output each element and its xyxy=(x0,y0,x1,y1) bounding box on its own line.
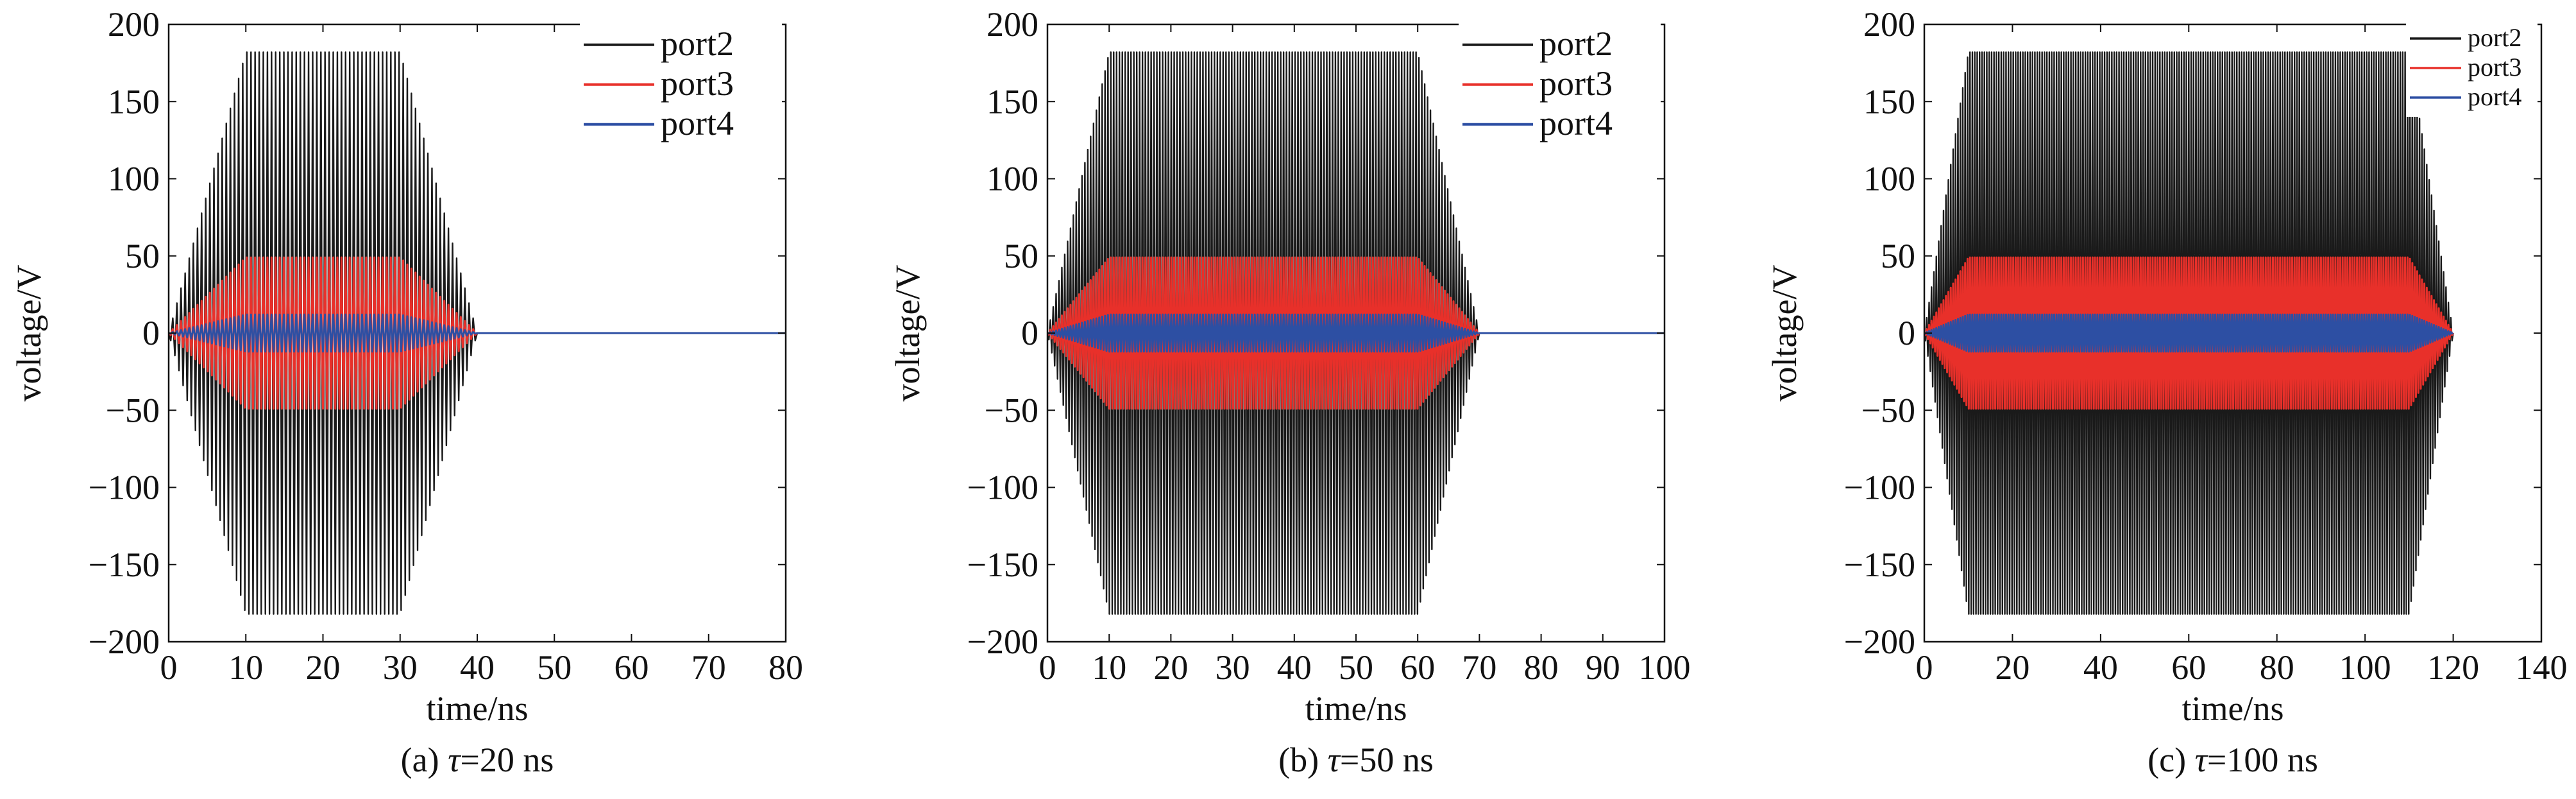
x-tick-label: 90 xyxy=(1586,648,1620,687)
y-tick-label: −150 xyxy=(1844,546,1915,584)
legend-label-port4: port4 xyxy=(1539,104,1613,142)
x-tick-label: 100 xyxy=(1639,648,1691,687)
series-port2-line xyxy=(1924,51,2454,615)
x-tick-label: 40 xyxy=(2083,648,2118,687)
legend-label-port4: port4 xyxy=(661,104,734,142)
y-tick-label: 100 xyxy=(108,160,160,198)
x-axis-label: time/ns xyxy=(2182,689,2284,728)
chart-panel-3: 0 20 40 60 80 100 120 140 −200 −150 −100 −50 0 50 100 1… xyxy=(1765,5,2568,779)
y-tick-label: −150 xyxy=(967,546,1038,584)
x-tick-label: 0 xyxy=(160,648,178,687)
x-tick-label: 50 xyxy=(1339,648,1373,687)
plot-area xyxy=(1924,51,2454,615)
y-tick-label: −200 xyxy=(1844,623,1915,661)
series-port4-line xyxy=(169,313,786,353)
y-tick-label: −200 xyxy=(967,623,1038,661)
caption-suffix: =20 ns xyxy=(460,741,554,779)
plot-area xyxy=(1047,51,1665,615)
x-tick-label: 80 xyxy=(2260,648,2294,687)
x-tick-label: 60 xyxy=(1400,648,1435,687)
x-tick-label: 30 xyxy=(383,648,418,687)
y-tick-label: 50 xyxy=(125,237,160,275)
y-tick-label: 150 xyxy=(108,82,160,121)
caption-suffix: =100 ns xyxy=(2207,741,2318,779)
x-tick-label: 50 xyxy=(537,648,572,687)
series-port3-line xyxy=(1924,256,2454,410)
caption-prefix: (a) xyxy=(401,741,448,779)
legend-label-port3: port3 xyxy=(661,64,734,103)
x-tick-label: 60 xyxy=(614,648,649,687)
legend-label-port2: port2 xyxy=(2468,23,2521,52)
y-tick-label: 200 xyxy=(108,5,160,44)
x-tick-label: 70 xyxy=(1462,648,1496,687)
caption-prefix: (c) xyxy=(2148,741,2194,779)
y-tick-label: 100 xyxy=(987,160,1038,198)
x-tick-label: 80 xyxy=(1524,648,1559,687)
y-tick-label: −100 xyxy=(1844,468,1915,507)
legend-label-port3: port3 xyxy=(2468,53,2521,82)
y-tick-label: 200 xyxy=(1863,5,1915,44)
chart-panel-1: 0 10 20 30 40 50 60 70 80 −200 −150 −100 −50 0 50 100 15… xyxy=(10,5,803,779)
y-tick-label: −200 xyxy=(89,623,160,661)
x-tick-label: 80 xyxy=(768,648,803,687)
caption-symbol: τ xyxy=(448,741,461,779)
caption-symbol: τ xyxy=(1328,741,1341,779)
x-tick-label: 120 xyxy=(2427,648,2479,687)
y-tick-label: 200 xyxy=(987,5,1038,44)
y-tick-label: −150 xyxy=(89,546,160,584)
y-tick-label: −50 xyxy=(985,391,1038,429)
x-tick-label: 0 xyxy=(1916,648,1933,687)
legend-label-port2: port2 xyxy=(1539,24,1613,63)
y-tick-label: 0 xyxy=(1898,314,1915,352)
series-port4-line xyxy=(1924,313,2454,353)
y-axis-label: voltage/V xyxy=(1765,265,1804,402)
x-tick-label: 30 xyxy=(1216,648,1250,687)
x-tick-label: 0 xyxy=(1039,648,1056,687)
y-axis-label: voltage/V xyxy=(10,265,48,402)
x-tick-label: 100 xyxy=(2339,648,2391,687)
panel-caption: (a) τ=20 ns xyxy=(401,741,554,779)
y-tick-label: −100 xyxy=(89,468,160,507)
y-tick-label: 100 xyxy=(1863,160,1915,198)
x-axis-label: time/ns xyxy=(427,689,529,728)
caption-symbol: τ xyxy=(2195,741,2208,779)
x-tick-label: 40 xyxy=(1277,648,1312,687)
y-tick-label: −50 xyxy=(1861,391,1915,429)
y-tick-label: 50 xyxy=(1004,237,1038,275)
x-tick-label: 70 xyxy=(691,648,726,687)
y-axis-label: voltage/V xyxy=(888,265,927,402)
x-tick-label: 10 xyxy=(228,648,263,687)
panel-caption: (c) τ=100 ns xyxy=(2148,741,2318,779)
x-tick-label: 20 xyxy=(1153,648,1188,687)
y-tick-label: −50 xyxy=(106,391,160,429)
chart-panel-2: 0 10 20 30 40 50 60 70 80 90 100 −200 −150 −100 −50 0 50… xyxy=(888,5,1691,779)
x-tick-label: 10 xyxy=(1092,648,1126,687)
x-tick-label: 40 xyxy=(460,648,495,687)
x-axis-label: time/ns xyxy=(1305,689,1407,728)
x-tick-label: 20 xyxy=(306,648,341,687)
y-tick-label: 0 xyxy=(1021,314,1038,352)
caption-suffix: =50 ns xyxy=(1340,741,1434,779)
y-tick-label: 50 xyxy=(1881,237,1915,275)
caption-prefix: (b) xyxy=(1278,741,1327,779)
y-tick-label: 150 xyxy=(1863,82,1915,121)
x-tick-label: 140 xyxy=(2516,648,2568,687)
y-tick-label: 150 xyxy=(987,82,1038,121)
panel-caption: (b) τ=50 ns xyxy=(1278,741,1434,779)
legend-label-port4: port4 xyxy=(2468,82,2521,111)
legend-label-port3: port3 xyxy=(1539,64,1613,103)
plot-area xyxy=(169,51,786,615)
y-tick-label: 0 xyxy=(142,314,160,352)
series-port4-line xyxy=(1047,313,1665,353)
x-tick-label: 60 xyxy=(2171,648,2206,687)
y-tick-label: −100 xyxy=(967,468,1038,507)
x-tick-label: 20 xyxy=(1995,648,2029,687)
legend-label-port2: port2 xyxy=(661,24,734,63)
